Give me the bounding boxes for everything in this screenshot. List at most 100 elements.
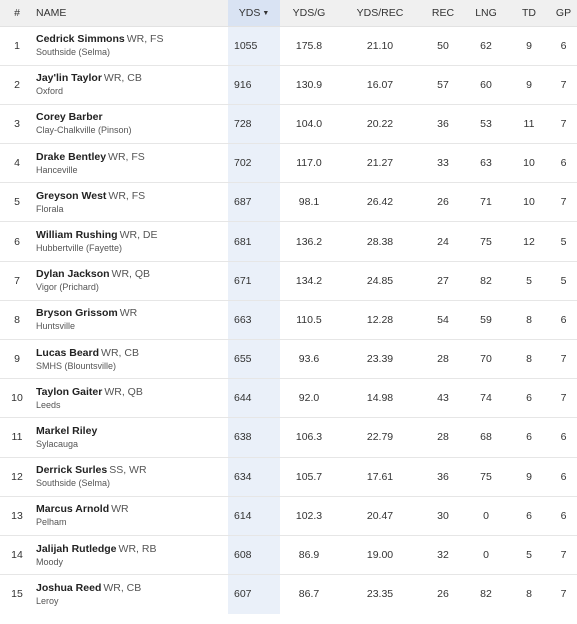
- yds-cell: 687: [228, 182, 280, 222]
- ydsrec-cell: 21.27: [366, 157, 394, 170]
- caret-down-icon: ▼: [262, 9, 270, 17]
- column-header-yds-label: YDS: [238, 6, 261, 19]
- rec-cell: 36: [437, 117, 449, 130]
- gp-cell: 7: [560, 78, 567, 91]
- td-cell: 11: [523, 117, 535, 130]
- player-name-link[interactable]: Lucas Beard: [36, 346, 100, 359]
- player-school: Pelham: [36, 517, 67, 528]
- td-cell: 8: [526, 588, 532, 601]
- player-school: Moody: [36, 556, 64, 567]
- player-name-link[interactable]: Jalijah Rutledge: [36, 542, 117, 555]
- player-position: WR, FS: [108, 150, 145, 163]
- column-header-gp[interactable]: GP: [550, 0, 577, 27]
- td-cell: 10: [523, 157, 535, 170]
- player-name-link[interactable]: Derrick Surles: [36, 464, 108, 477]
- column-header-rank[interactable]: #: [0, 0, 34, 27]
- lng-cell: 59: [480, 313, 492, 326]
- gp-cell: 7: [560, 196, 567, 209]
- rank-cell: 10: [11, 392, 23, 405]
- player-name-link[interactable]: Corey Barber: [36, 111, 103, 124]
- player-school: Sylacauga: [36, 438, 79, 449]
- rank-cell: 7: [14, 274, 20, 287]
- rank-cell: 12: [11, 470, 23, 483]
- td-cell: 6: [526, 509, 532, 522]
- ydsg-cell: 104.0: [295, 117, 323, 130]
- player-name-link[interactable]: Greyson West: [36, 189, 107, 202]
- player-position: WR, FS: [126, 33, 164, 46]
- gp-cell: 5: [560, 235, 567, 248]
- rank-cell: 5: [14, 196, 20, 209]
- player-name-link[interactable]: Joshua Reed: [36, 581, 102, 594]
- column-header-name[interactable]: NAME: [34, 0, 228, 27]
- player-name-link[interactable]: Drake Bentley: [36, 150, 107, 163]
- rank-cell: 15: [11, 588, 23, 601]
- td-cell: 9: [526, 39, 532, 52]
- player-school: Hanceville: [36, 164, 78, 175]
- player-cell: Jay'lin Taylor WR, CB Oxford: [34, 65, 228, 104]
- player-name-link[interactable]: Dylan Jackson: [36, 268, 110, 281]
- player-school: Hubbertville (Fayette): [36, 243, 123, 254]
- rec-cell: 26: [437, 588, 449, 601]
- ydsg-cell: 117.0: [296, 157, 322, 170]
- gp-cell: 6: [560, 313, 567, 326]
- ydsg-cell: 110.5: [296, 313, 322, 326]
- rec-cell: 43: [437, 392, 449, 405]
- ydsrec-cell: 12.28: [366, 313, 394, 326]
- ydsrec-cell: 16.07: [366, 78, 394, 91]
- rec-cell: 30: [437, 509, 449, 522]
- player-school: Florala: [36, 203, 64, 214]
- player-name-link[interactable]: Jay'lin Taylor: [36, 72, 102, 85]
- player-school: Leeds: [36, 399, 61, 410]
- player-name-link[interactable]: Bryson Grissom: [36, 307, 118, 320]
- gp-cell: 7: [560, 353, 567, 366]
- rec-cell: 57: [437, 78, 449, 91]
- rank-cell: 3: [14, 117, 20, 130]
- player-name-link[interactable]: Taylon Gaiter: [36, 385, 103, 398]
- rec-cell: 50: [437, 39, 449, 52]
- column-header-td[interactable]: TD: [508, 0, 550, 27]
- player-school: Vigor (Prichard): [36, 282, 99, 293]
- ydsg-cell: 106.3: [295, 431, 323, 444]
- player-name-link[interactable]: Cedrick Simmons: [36, 33, 125, 46]
- ydsg-cell: 136.2: [295, 235, 323, 248]
- lng-cell: 68: [480, 431, 492, 444]
- lng-cell: 74: [480, 392, 492, 405]
- ydsg-cell: 86.7: [298, 588, 320, 601]
- rank-cell: 11: [11, 431, 23, 444]
- player-cell: Derrick Surles SS, WR Southside (Selma): [34, 457, 228, 496]
- lng-cell: 75: [480, 235, 492, 248]
- td-cell: 8: [526, 353, 532, 366]
- ydsg-cell: 102.3: [295, 509, 323, 522]
- ydsrec-cell: 21.10: [366, 39, 394, 52]
- player-name-link[interactable]: Markel Riley: [36, 424, 98, 437]
- ydsrec-cell: 28.38: [366, 235, 394, 248]
- ydsrec-cell: 26.42: [366, 196, 394, 209]
- lng-cell: 62: [480, 39, 492, 52]
- player-cell: Bryson Grissom WR Huntsville: [34, 300, 228, 339]
- player-name-link[interactable]: William Rushing: [36, 229, 118, 242]
- gp-cell: 7: [560, 588, 567, 601]
- td-cell: 9: [526, 470, 532, 483]
- player-position: WR, CB: [103, 72, 142, 85]
- lng-cell: 60: [480, 78, 492, 91]
- table-row: 8 Bryson Grissom WR Huntsville 663 110.5 12.28…: [0, 300, 577, 340]
- column-header-lng[interactable]: LNG: [464, 0, 508, 27]
- player-cell: Taylon Gaiter WR, QB Leeds: [34, 379, 228, 418]
- column-header-ydsrec[interactable]: YDS/REC: [338, 0, 422, 27]
- table-row: 4 Drake Bentley WR, FS Hanceville 702 117.0 21…: [0, 143, 577, 183]
- column-header-rec[interactable]: REC: [422, 0, 464, 27]
- column-header-ydsg[interactable]: YDS/G: [280, 0, 338, 27]
- table-row: 14 Jalijah Rutledge WR, RB Moody 608 86.9 19.0…: [0, 535, 577, 575]
- player-name-link[interactable]: Marcus Arnold: [36, 503, 110, 516]
- player-cell: Jalijah Rutledge WR, RB Moody: [34, 535, 228, 574]
- player-position: SS, WR: [109, 464, 147, 477]
- player-position: WR, DE: [119, 229, 158, 242]
- player-school: Leroy: [36, 595, 59, 606]
- lng-cell: 0: [483, 509, 489, 522]
- column-header-yds[interactable]: YDS ▼: [228, 0, 280, 27]
- table-row: 5 Greyson West WR, FS Florala 687 98.1 26.42 26…: [0, 182, 577, 222]
- table-row: 10 Taylon Gaiter WR, QB Leeds 644 92.0 14.98 43…: [0, 378, 577, 418]
- rec-cell: 32: [437, 549, 449, 562]
- ydsrec-cell: 24.85: [366, 274, 394, 287]
